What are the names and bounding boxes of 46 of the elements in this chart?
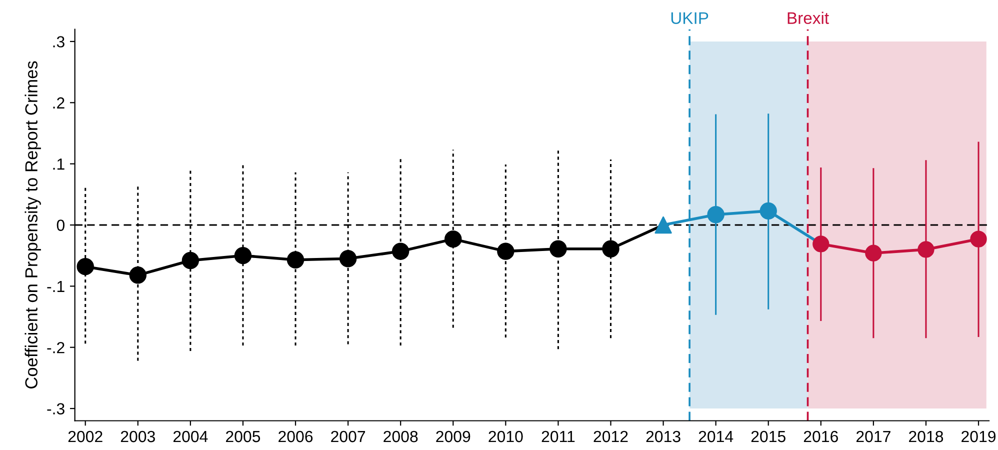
y-tick-label: -.1 (47, 280, 64, 292)
point (76, 258, 94, 276)
y-tick-label: 0 (56, 220, 65, 231)
point (760, 202, 777, 220)
point (444, 230, 462, 248)
point (970, 230, 987, 248)
x-tick-label: 2010 (488, 430, 523, 442)
x-tick-label: 2004 (173, 430, 208, 442)
point (918, 241, 934, 258)
x-tick-label: 2009 (436, 430, 470, 442)
point (129, 266, 147, 284)
ref-line-label: Brexit (788, 12, 829, 24)
y-tick-label: -.2 (47, 342, 64, 354)
point (654, 216, 672, 234)
x-tick-label: 2018 (909, 430, 944, 442)
x-tick-label: 2006 (278, 430, 313, 442)
x-tick-label: 2012 (594, 430, 628, 442)
point (286, 251, 304, 268)
y-tick-label: .2 (53, 97, 64, 108)
point (182, 252, 200, 270)
x-tick-label: 2013 (646, 430, 680, 442)
point (497, 242, 514, 260)
y-tick-label: .3 (53, 36, 64, 48)
point (602, 240, 620, 258)
point (234, 246, 252, 264)
x-tick-label: 2003 (120, 430, 155, 442)
x-tick-label: 2005 (226, 430, 260, 442)
x-tick-label: 2016 (804, 430, 838, 442)
x-tick-label: 2015 (751, 430, 786, 442)
y-tick-label: -.3 (47, 403, 64, 414)
ref-line-label: UKIP (671, 12, 708, 24)
y-axis-title: Coefficient on Propensity to Report Crimes (24, 61, 41, 388)
point (550, 240, 567, 258)
x-tick-label: 2007 (331, 430, 366, 442)
point (707, 206, 724, 224)
point (812, 236, 830, 252)
x-tick-label: 2011 (542, 430, 575, 442)
x-tick-label: 2008 (384, 430, 418, 442)
x-tick-label: 2014 (698, 430, 734, 442)
y-tick-label: .1 (53, 158, 64, 170)
point (865, 244, 882, 262)
point (392, 242, 410, 260)
x-tick-label: 2002 (68, 430, 102, 442)
x-tick-label: 2019 (962, 430, 996, 442)
x-tick-label: 2017 (856, 430, 890, 442)
point (339, 250, 357, 268)
